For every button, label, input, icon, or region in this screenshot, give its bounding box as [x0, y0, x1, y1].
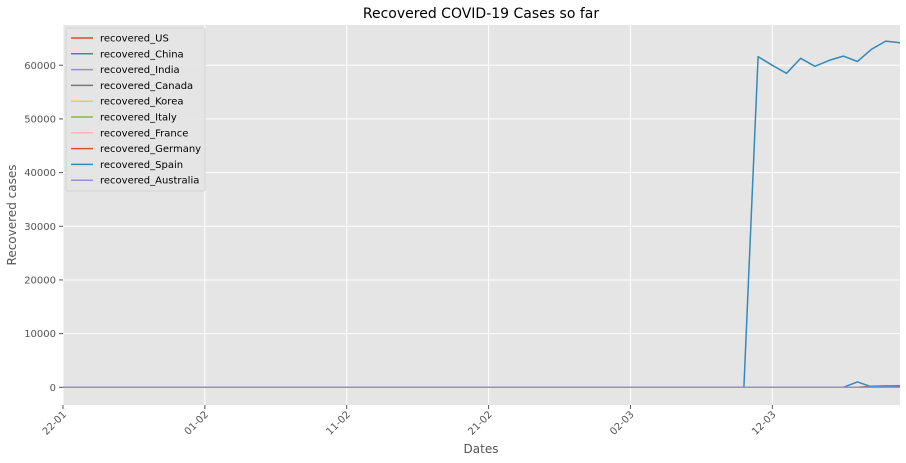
legend-box	[65, 27, 206, 192]
x-tick-label: 21-02	[466, 409, 494, 437]
y-axis-label: Recovered cases	[5, 165, 19, 266]
legend-entry: recovered_Spain	[100, 160, 183, 171]
legend-entry: recovered_Italy	[100, 113, 177, 124]
y-tick-label: 0	[50, 383, 56, 394]
chart-title: Recovered COVID-19 Cases so far	[363, 6, 599, 22]
legend-entry: recovered_Canada	[100, 81, 193, 92]
legend-entry: recovered_US	[100, 34, 169, 45]
y-tick-label: 30000	[24, 222, 56, 233]
legend-entry: recovered_France	[100, 128, 188, 139]
legend-entry: recovered_Germany	[100, 144, 201, 155]
legend: recovered_US recovered_China recovered_Ind…	[65, 27, 206, 192]
x-axis-label: Dates	[464, 442, 499, 456]
legend-entry: recovered_Korea	[100, 97, 183, 108]
y-tick-label: 20000	[24, 275, 56, 286]
y-tick-label: 40000	[24, 168, 56, 179]
y-axis: 0 10000 20000 30000 40000 50000 60000	[24, 61, 63, 394]
legend-entry: recovered_Australia	[100, 176, 199, 187]
legend-entry: recovered_India	[100, 65, 180, 76]
series-lines	[63, 40, 901, 389]
y-tick-label: 60000	[24, 61, 56, 72]
y-tick-label: 10000	[24, 329, 56, 340]
y-tick-label: 50000	[24, 114, 56, 125]
x-tick-label: 02-03	[608, 409, 636, 437]
x-axis: 22-01 01-02 11-02 21-02 02-03 12-03	[41, 405, 778, 438]
x-tick-label: 11-02	[325, 409, 353, 437]
legend-entry: recovered_China	[100, 49, 184, 60]
x-tick-label: 01-02	[183, 409, 211, 437]
x-tick-label: 22-01	[41, 409, 69, 437]
x-tick-label: 12-03	[750, 409, 778, 437]
